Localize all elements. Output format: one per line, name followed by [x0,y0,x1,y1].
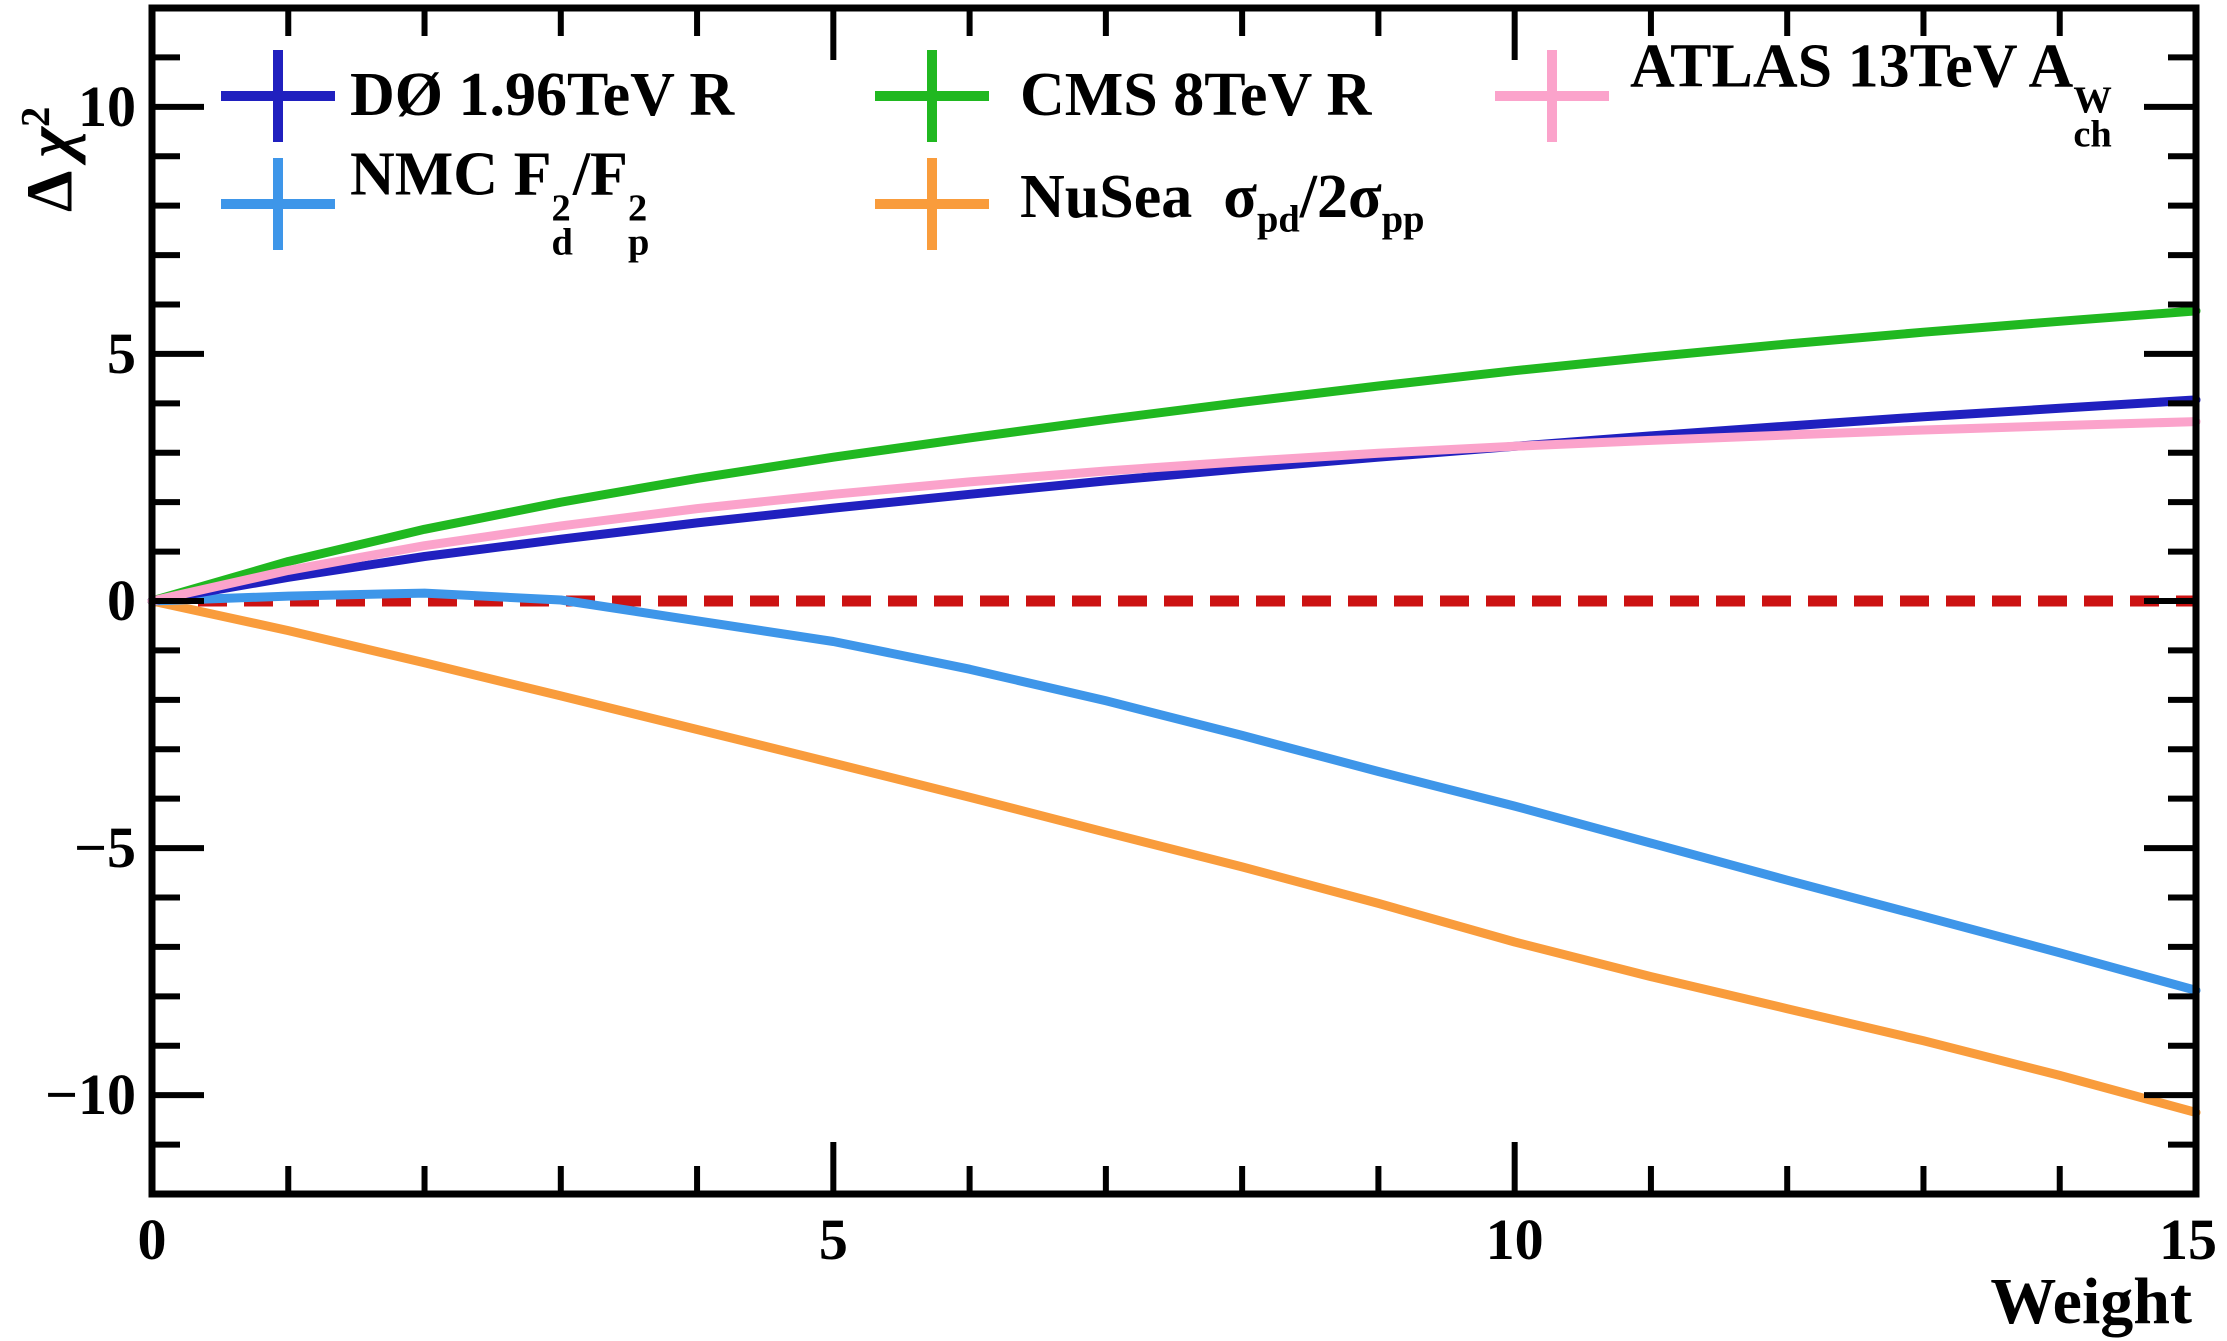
text-segment: /2 [1299,163,1348,232]
text-segment: Δ [13,157,87,212]
legend-marker-atlas [1495,50,1609,142]
text-segment: σ [1347,163,1382,232]
y-tick-label-0: 0 [107,568,136,633]
x-tick-label-10: 10 [1485,1207,1544,1272]
legend-marker-nmc [221,158,335,250]
legend-marker-dzero [221,50,335,142]
curve-nusea [147,596,2201,1117]
legend-label-dzero: DØ 1.96TeV R [350,64,734,126]
text-segment: /F [572,140,628,209]
subscript: pd [1257,198,1300,241]
curve-atlas [147,417,2201,606]
text-segment: χ [13,127,87,158]
legend-marker-nusea [875,158,989,250]
y-tick-label-5: 5 [107,320,136,386]
x-tick-label-15: 15 [2159,1207,2217,1272]
legend-label-nmc: NMC F 2 d/F 2 p [350,140,650,264]
x-tick-label-5: 5 [818,1207,848,1272]
superscript: 2 [13,106,58,128]
subscript: pp [1381,198,1425,241]
curve-cms [147,306,2201,606]
legend-marker-cms [875,50,989,142]
text-segment: NuSea [1020,163,1224,232]
text-segment: CMS 8TeV R [1020,60,1372,129]
text-segment: σ [1223,163,1257,232]
x-tick-label-0: 0 [137,1207,167,1272]
text-segment: ATLAS 13TeV A [1630,32,2074,101]
legend-label-nusea: NuSea σpd/2σpp [1020,166,1424,239]
y-axis-title: Δ χ2 [13,106,87,212]
text-segment: DØ 1.96TeV R [350,60,735,129]
y-tick-label-−10: −10 [44,1062,136,1128]
legend-label-cms: CMS 8TeV R [1020,64,1371,126]
y-tick-label-10: 10 [78,73,136,139]
text-segment: NMC F [350,140,552,209]
y-tick-label-−5: −5 [73,815,136,881]
curve-nmc [147,588,2201,995]
curve-dzero [147,395,2201,606]
x-axis-title: Weight [1990,1265,2192,1338]
